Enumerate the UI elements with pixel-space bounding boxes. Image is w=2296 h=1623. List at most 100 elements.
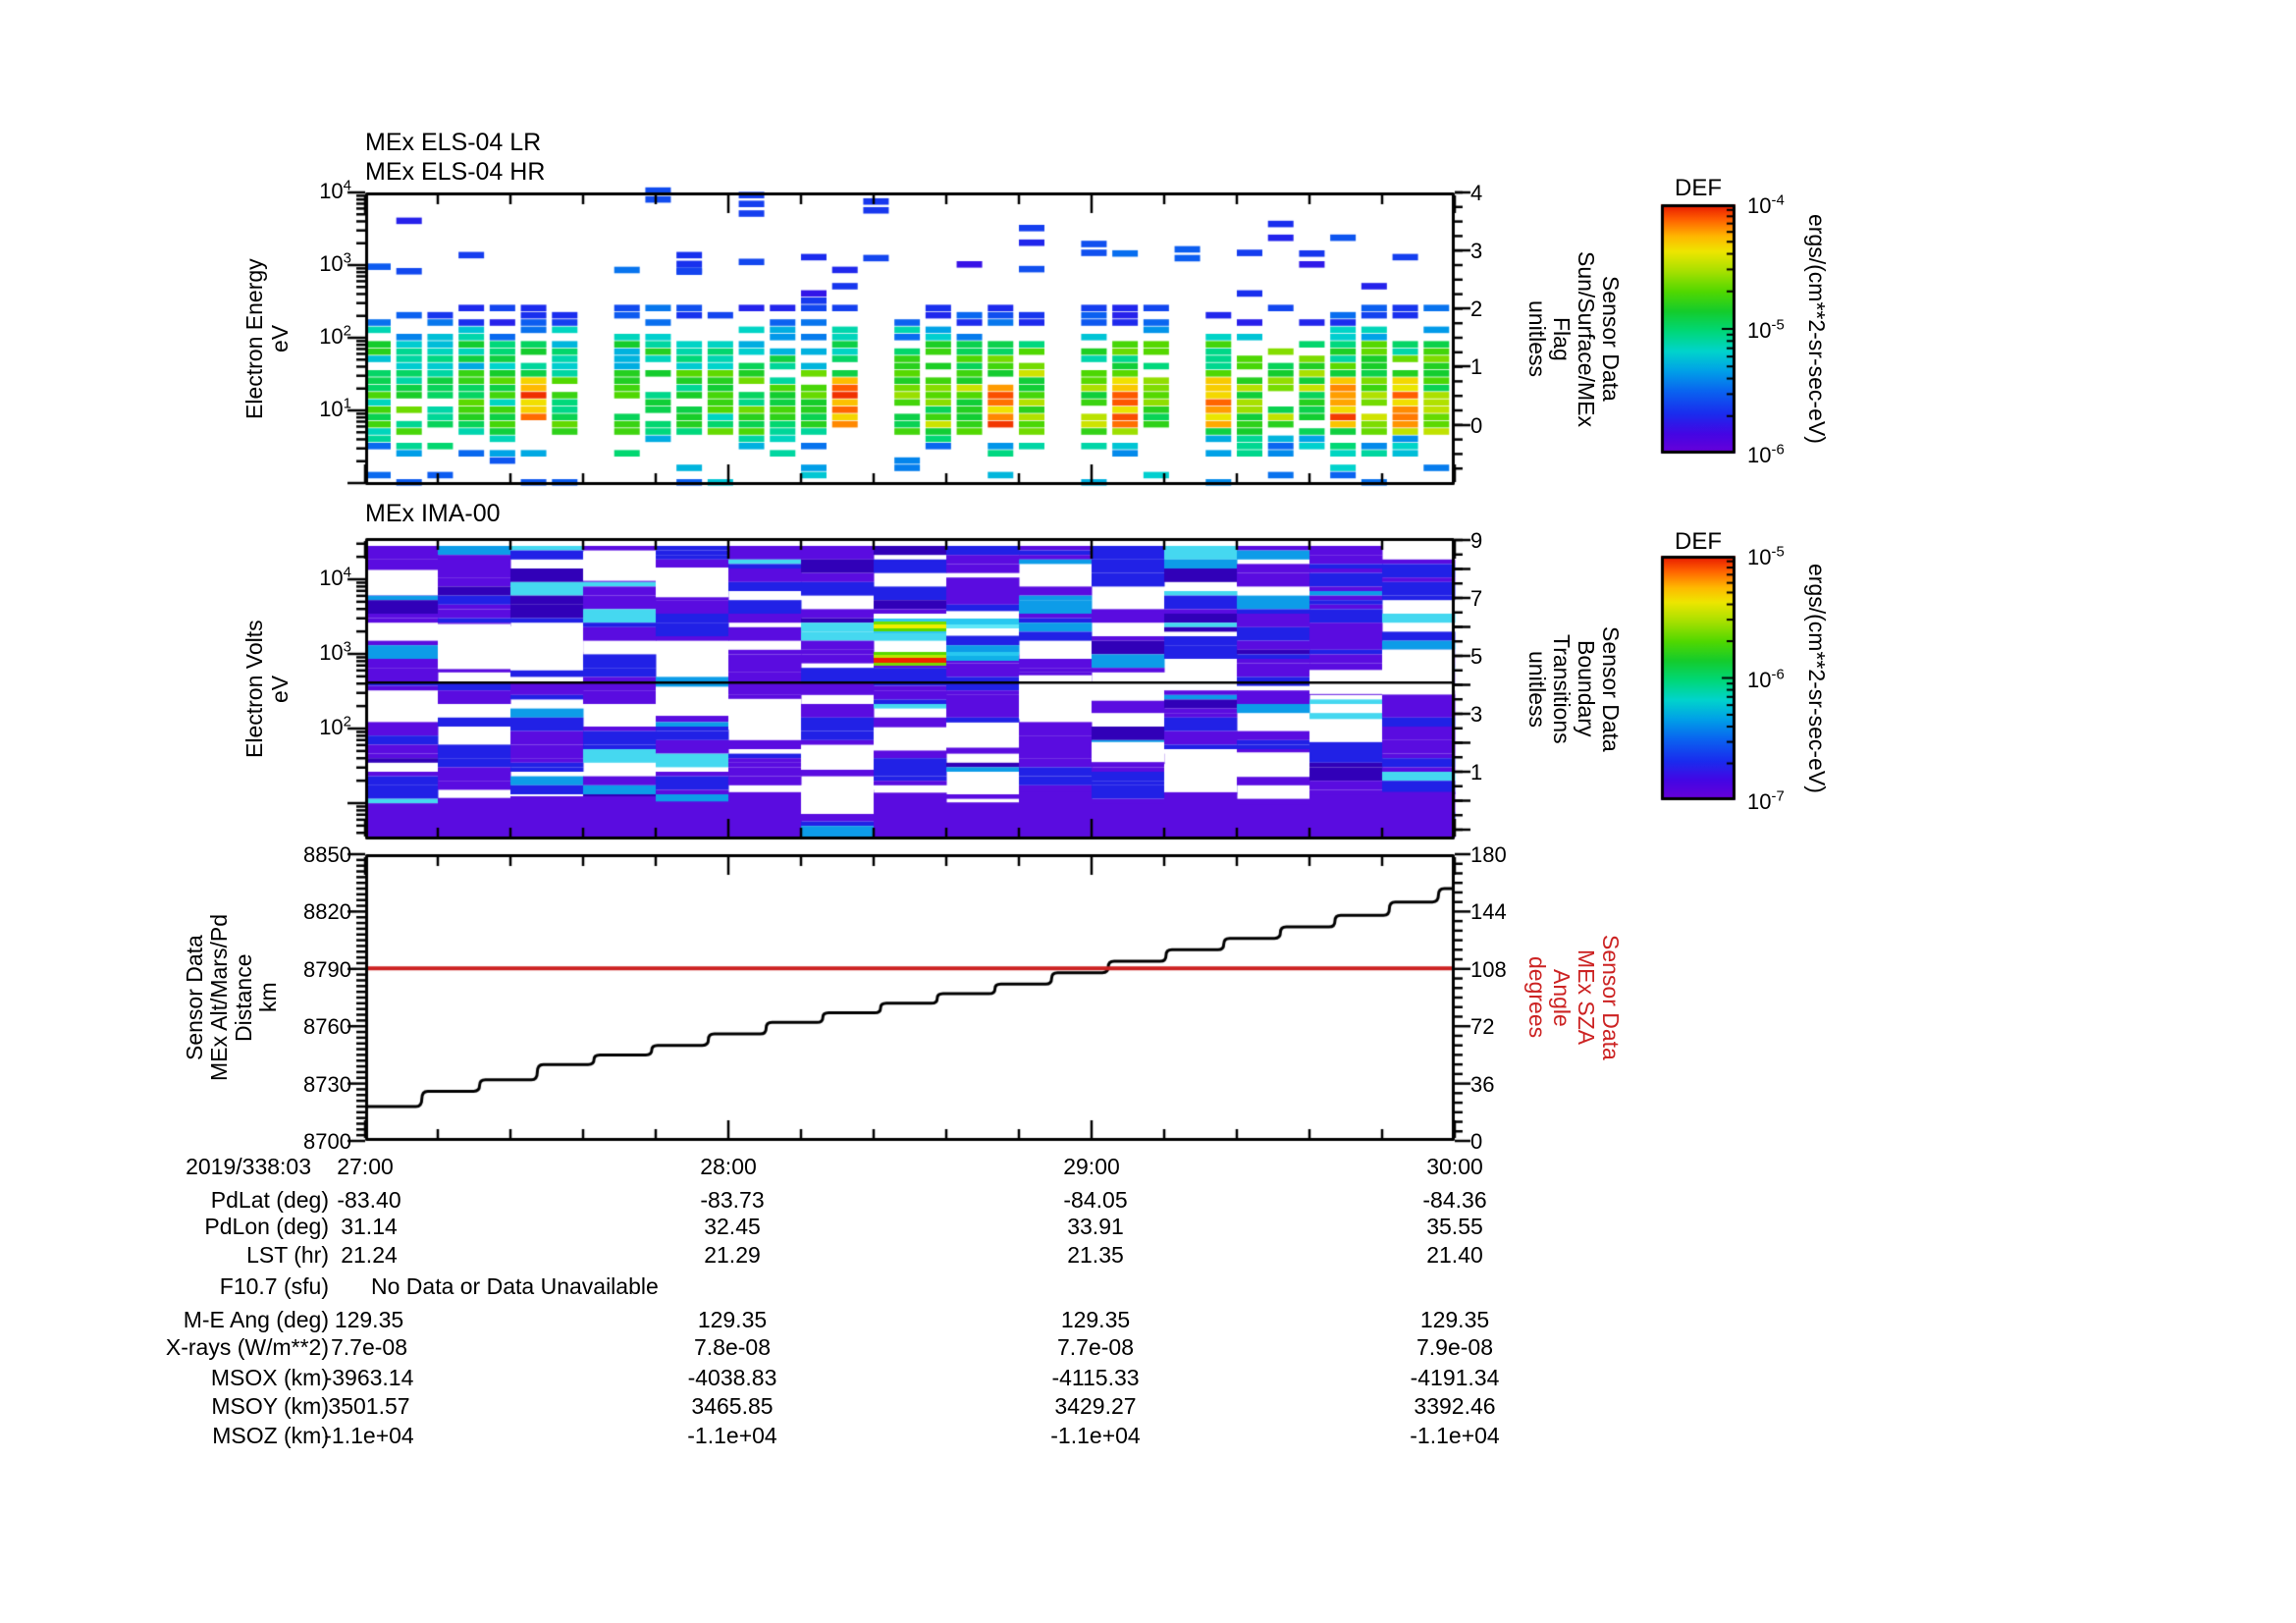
boundary-tick-label: 7 [1470,586,1483,611]
table-cell: 21.29 [704,1242,761,1268]
table-cell: -83.73 [700,1187,765,1213]
boundary-tick-label: 9 [1470,528,1483,553]
flag-tick-label: 0 [1470,413,1483,438]
table-cell: 7.7e-08 [1056,1334,1134,1360]
pow-base: 10 [1747,667,1772,692]
pow-exponent: 4 [343,177,351,194]
table-cell: 21.35 [1067,1242,1124,1268]
date-label: 2019/338:03 [186,1154,311,1179]
sza-tick-label: 72 [1470,1014,1495,1039]
table-cell: -84.05 [1063,1187,1128,1213]
pow-base: 10 [319,715,344,739]
table-row-label: MSOY (km) [211,1393,329,1419]
ima-title: MEx IMA-00 [365,499,501,528]
x-hour-label: 29:00 [1063,1154,1120,1179]
table-cell: 129.35 [1060,1307,1131,1332]
els-ytick-label: 101 [283,396,351,422]
table-row-label: MSOZ (km) [212,1423,329,1448]
table-row-label: PdLon (deg) [204,1214,329,1239]
pow-base: 10 [319,324,344,349]
flag-tick-label: 3 [1470,239,1483,263]
alt-ytick-label: 8700 [303,1129,351,1154]
table-cell: -1.1e+04 [324,1423,414,1448]
colorbar2-tick-label: 10-7 [1747,788,1816,815]
alt-ytick-label: 8820 [303,899,351,924]
alt-ylabel-line: Distance [231,953,256,1042]
els-title-line1: MEx ELS-04 LR [365,129,542,156]
colorbar2-unit-label: ergs/(cm**2-sr-sec-eV) [1802,556,1830,800]
nodata-text: No Data or Data Unavailable [371,1273,659,1299]
pow-base: 10 [1747,318,1772,343]
ima-boundary-axis-label: Sensor Data Boundary Transitions unitles… [1522,538,1624,839]
pow-base: 10 [319,397,344,421]
alt-ylabel-line: Sensor Data [182,935,207,1060]
table-row-label: M-E Ang (deg) [183,1307,329,1332]
els-ylabel-line: Electron Energy [241,258,267,419]
alt-ytick-label: 8790 [303,957,351,982]
x-hour-label: 30:00 [1426,1154,1483,1179]
sza-tick-label: 108 [1470,957,1507,982]
pow-exponent: -5 [1771,316,1785,334]
table-cell: -1.1e+04 [1410,1423,1500,1448]
pow-base: 10 [319,251,344,276]
table-cell: 7.9e-08 [1415,1334,1493,1360]
table-cell: 3501.57 [328,1393,410,1419]
colorbar2-tick-label: 10-6 [1747,667,1816,693]
alt-ylabel-line: MEx Alt/Mars/Pd [206,914,232,1081]
els-ytick-label: 103 [283,250,351,277]
ima-title-line1: MEx IMA-00 [365,500,501,527]
sza-label-line: Angle [1549,968,1575,1027]
colorbar2-unit-text: ergs/(cm**2-sr-sec-eV) [1804,563,1830,793]
sza-label-line: MEx SZA [1574,949,1599,1046]
els-flag-axis-label: Sensor Data Sun/Surface/MEx Flag unitles… [1522,192,1624,485]
pow-base: 10 [319,640,344,665]
pow-exponent: 3 [343,249,351,267]
table-cell: 7.8e-08 [693,1334,771,1360]
alt-ytick-label: 8730 [303,1072,351,1097]
sza-tick-label: 0 [1470,1129,1483,1154]
table-cell: 129.35 [334,1307,404,1332]
boundary-tick-label: 5 [1470,644,1483,669]
x-hour-label: 28:00 [700,1154,757,1179]
table-cell: -3963.14 [324,1365,414,1390]
table-cell: 7.7e-08 [330,1334,407,1360]
sza-label-line: Sensor Data [1598,935,1624,1060]
colorbar2-def-title: DEF [1675,528,1722,555]
flag-label-line: Flag [1549,316,1575,361]
table-row-label: F10.7 (sfu) [219,1273,329,1299]
table-cell: 3465.85 [691,1393,774,1419]
boundary-label-line: unitless [1524,650,1550,728]
els-ytick-label: 102 [283,323,351,350]
flag-tick-label: 4 [1470,181,1483,205]
sza-tick-label: 144 [1470,899,1507,924]
colorbar1-unit-text: ergs/(cm**2-sr-sec-eV) [1804,214,1830,444]
pow-base: 10 [319,566,344,590]
table-cell: 31.14 [341,1214,398,1239]
boundary-tick-label: 1 [1470,760,1483,784]
flag-label-line: Sensor Data [1598,276,1624,402]
table-cell: 32.45 [704,1214,761,1239]
table-cell: -84.36 [1422,1187,1487,1213]
table-cell: -4038.83 [687,1365,777,1390]
pow-exponent: 2 [343,713,351,730]
pow-exponent: -6 [1771,666,1785,683]
table-row-label: MSOX (km) [210,1365,329,1390]
table-cell: 33.91 [1067,1214,1124,1239]
els-ytick-label: 104 [283,178,351,204]
sza-tick-label: 36 [1470,1072,1495,1097]
table-cell: -4191.34 [1410,1365,1500,1390]
table-row-label: LST (hr) [246,1242,329,1268]
table-cell: -1.1e+04 [687,1423,777,1448]
colorbar1-tick-label: 10-4 [1747,192,1816,219]
pow-exponent: 1 [343,395,351,412]
pow-base: 10 [1747,545,1772,569]
flag-tick-label: 2 [1470,297,1483,321]
flag-label-line: Sun/Surface/MEx [1574,250,1599,427]
table-cell: -4115.33 [1051,1365,1140,1390]
colorbar1-tick-label: 10-6 [1747,442,1816,468]
ima-ytick-label: 104 [283,565,351,591]
boundary-tick-label: 3 [1470,702,1483,727]
sza-tick-label: 180 [1470,842,1507,867]
boundary-label-line: Transitions [1549,633,1575,744]
